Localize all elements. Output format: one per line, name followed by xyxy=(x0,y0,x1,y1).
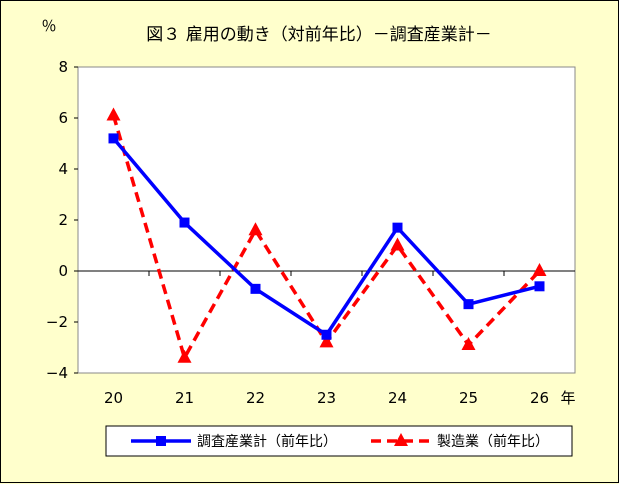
legend: 調査産業計（前年比） 製造業（前年比） xyxy=(105,425,573,457)
y-tick-label: 4 xyxy=(58,160,68,178)
x-tick-label: 23 xyxy=(317,389,336,407)
data-point xyxy=(177,349,192,363)
y-tick-label: −4 xyxy=(46,364,68,382)
y-axis-unit-label: ％ xyxy=(41,17,56,35)
y-tick-label: 6 xyxy=(58,109,68,127)
legend-marker xyxy=(156,436,166,446)
x-tick-label: 20 xyxy=(104,389,123,407)
data-point xyxy=(319,334,334,348)
legend-marker xyxy=(394,433,408,446)
data-point xyxy=(461,336,476,350)
series-manufacturing xyxy=(106,107,547,363)
data-point xyxy=(532,263,547,276)
data-point xyxy=(108,133,119,144)
y-tick-label: 8 xyxy=(58,58,68,76)
x-tick-label: 25 xyxy=(459,389,478,407)
x-tick-label: 26 xyxy=(530,389,549,407)
plot-area xyxy=(77,66,576,374)
data-point xyxy=(463,299,474,310)
data-point xyxy=(250,283,261,294)
x-axis-unit-label: 年 xyxy=(560,389,575,407)
legend-label: 調査産業計（前年比） xyxy=(197,433,337,450)
data-point xyxy=(179,217,190,228)
data-point xyxy=(534,281,545,292)
data-point xyxy=(106,107,121,121)
x-tick-label: 24 xyxy=(388,389,407,407)
y-tick-label: −2 xyxy=(46,313,68,331)
x-tick-label: 21 xyxy=(175,389,194,407)
data-point xyxy=(390,237,405,251)
data-point xyxy=(392,222,403,233)
x-tick-label: 22 xyxy=(246,389,265,407)
y-tick-label: 0 xyxy=(58,262,68,280)
y-tick-label: 2 xyxy=(58,211,68,229)
legend-label: 製造業（前年比） xyxy=(437,433,549,450)
data-point xyxy=(321,329,332,340)
chart-title: 図３ 雇用の動き（対前年比）－調査産業計－ xyxy=(146,25,491,45)
series-survey-industries xyxy=(108,133,545,340)
data-point xyxy=(248,222,263,236)
